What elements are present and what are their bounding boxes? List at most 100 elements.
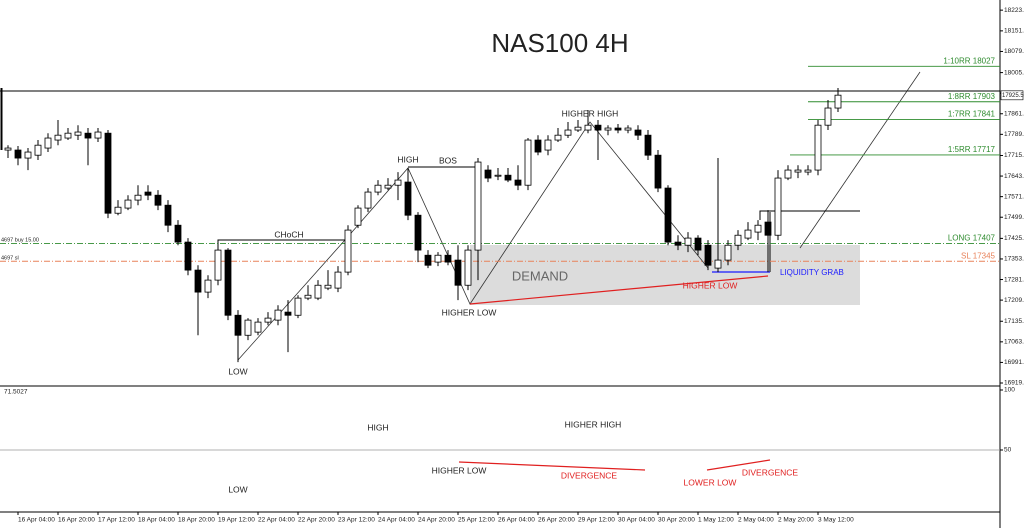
x-tick-label: 24 Apr 20:00 <box>418 517 455 524</box>
y-tick-label: 16991.0 <box>1004 359 1024 366</box>
annotation: HIGHER LOW <box>683 280 738 290</box>
candle-body <box>94 131 102 139</box>
candle-body <box>564 129 572 136</box>
divergence-line <box>458 461 646 471</box>
candle-body <box>204 279 212 293</box>
candle-body <box>464 249 472 286</box>
candle-body <box>594 124 602 131</box>
x-tick-label: 3 May 12:00 <box>818 517 854 524</box>
x-tick-label: 18 Apr 20:00 <box>178 517 215 524</box>
candle-body <box>714 259 722 269</box>
candle-body <box>744 229 752 239</box>
candle-body <box>234 314 242 336</box>
y-tick-label: 17281.0 <box>1004 276 1024 283</box>
candle-body <box>244 319 252 336</box>
x-tick-label: 26 Apr 20:00 <box>538 517 575 524</box>
candle-body <box>174 224 182 243</box>
annotation: CHoCH <box>274 229 303 239</box>
x-tick-label: 1 May 12:00 <box>698 517 734 524</box>
x-tick-label: 23 Apr 12:00 <box>338 517 375 524</box>
candle-body <box>354 207 362 226</box>
bos-line <box>408 166 479 175</box>
y-tick-label: 17499.0 <box>1004 214 1024 221</box>
y-tick-label: 17425.0 <box>1004 235 1024 242</box>
annotation: HIGH <box>367 422 388 432</box>
candle-body <box>284 311 292 316</box>
annotation: DIVERGENCE <box>561 470 618 480</box>
candle-body <box>194 269 202 293</box>
candle-body <box>794 169 802 173</box>
candle-body <box>514 179 522 186</box>
candle-body <box>64 132 72 139</box>
candle-body <box>314 284 322 299</box>
candle-body <box>654 154 662 189</box>
candle-body <box>84 132 92 139</box>
candle-body <box>524 139 532 186</box>
x-tick-label: 26 Apr 04:00 <box>498 517 535 524</box>
candle-body <box>694 237 702 251</box>
candle-body <box>344 229 352 273</box>
candle-body <box>304 294 312 299</box>
candle-body <box>444 254 452 263</box>
y-tick-label: 17135.0 <box>1004 318 1024 325</box>
candle-body <box>144 191 152 196</box>
candle-body <box>494 174 502 177</box>
candle-body <box>664 187 672 243</box>
candle-body <box>214 249 222 281</box>
y-tick-label: 50 <box>1004 447 1012 454</box>
y-tick-label: 100 <box>1004 387 1015 394</box>
candle-body <box>254 321 262 333</box>
level-label: 1:7RR 17841 <box>948 110 996 119</box>
candle-body <box>634 129 642 136</box>
candle-body <box>224 249 232 316</box>
x-tick-label: 22 Apr 04:00 <box>258 517 295 524</box>
structure-line <box>759 210 860 220</box>
indicator-value: 71.5027 <box>4 389 28 396</box>
y-tick-label: 17715.0 <box>1004 152 1024 159</box>
candle-body <box>704 244 712 266</box>
y-tick-label: 17789.0 <box>1004 131 1024 138</box>
candle-body <box>834 94 842 109</box>
candle-body <box>104 132 112 214</box>
x-tick-label: 19 Apr 12:00 <box>218 517 255 524</box>
candle-body <box>504 174 512 181</box>
candle-body <box>24 151 32 159</box>
candle-body <box>544 139 552 151</box>
candle-body <box>804 169 812 173</box>
candle-body <box>764 221 772 236</box>
y-tick-label: 16919.0 <box>1004 380 1024 387</box>
y-tick-label: 18005.0 <box>1004 69 1024 76</box>
annotation: DEMAND <box>512 268 568 283</box>
x-tick-label: 30 Apr 04:00 <box>618 517 655 524</box>
candle-body <box>364 191 372 209</box>
candle-body <box>624 127 632 131</box>
x-tick-label: 18 Apr 04:00 <box>138 517 175 524</box>
last-price-label: 17925.5 <box>1002 93 1024 99</box>
x-tick-label: 16 Apr 04:00 <box>18 517 55 524</box>
annotation: LOW <box>228 366 247 376</box>
y-tick-label: 18079.0 <box>1004 48 1024 55</box>
annotation: HIGHER LOW <box>442 307 497 317</box>
candle-body <box>334 271 342 289</box>
level-label: SL 17345 <box>961 251 996 260</box>
level-label: LONG 17407 <box>948 234 996 243</box>
candle-body <box>134 194 142 201</box>
candle-body <box>124 199 132 209</box>
candle-body <box>674 241 682 246</box>
candle-body <box>274 309 282 321</box>
last-price-box <box>1000 90 1024 101</box>
candle-body <box>374 184 382 193</box>
y-tick-label: 17353.0 <box>1004 256 1024 263</box>
annotation: DIVERGENCE <box>742 467 799 477</box>
annotation: HIGH <box>397 154 418 164</box>
x-tick-label: 22 Apr 20:00 <box>298 517 335 524</box>
candle-body <box>424 254 432 266</box>
candle-body <box>154 194 162 206</box>
candle-body <box>814 124 822 171</box>
candle-body <box>14 149 22 159</box>
candle-body <box>294 297 302 316</box>
candle-body <box>454 259 462 286</box>
candle-body <box>184 241 192 271</box>
y-tick-label: 17861.0 <box>1004 110 1024 117</box>
level-label: 1:10RR 18027 <box>943 56 995 65</box>
